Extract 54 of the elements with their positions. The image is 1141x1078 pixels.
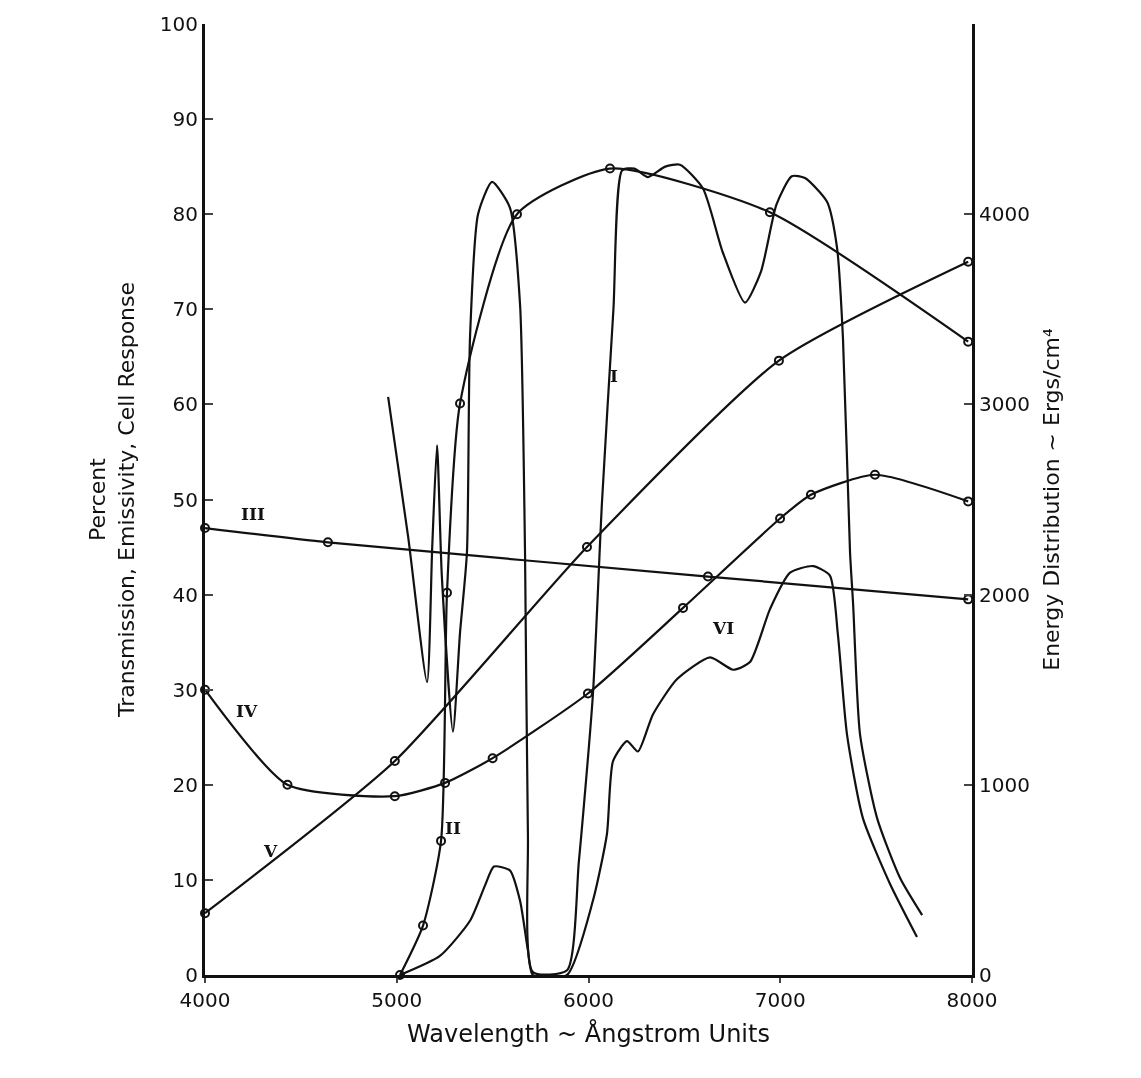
y-tick-label: 20 xyxy=(172,772,198,797)
series-label: II xyxy=(445,818,461,838)
point xyxy=(773,355,784,366)
point xyxy=(775,513,786,524)
y2-tick-label: 4000 xyxy=(979,202,1030,227)
y-tick-label: 40 xyxy=(172,582,198,607)
point xyxy=(440,777,451,788)
x-axis-title: Wavelength ~ Ångstrom Units xyxy=(407,1019,770,1049)
y-tick-label: 10 xyxy=(172,867,198,892)
y2-tick-label: 3000 xyxy=(979,392,1030,417)
point xyxy=(200,523,210,534)
x-tick-label: 6000 xyxy=(563,988,614,1012)
x-tick-label: 4000 xyxy=(179,988,231,1012)
y2-axis-title: Energy Distribution ~ Ergs/cm⁴ xyxy=(1038,328,1064,671)
y-tick-label: 50 xyxy=(172,487,198,512)
y-tick-label: 80 xyxy=(172,202,198,227)
point xyxy=(200,684,210,695)
point xyxy=(604,163,615,174)
x-tick-label: 7000 xyxy=(754,988,806,1012)
point xyxy=(322,537,333,548)
point xyxy=(455,398,466,409)
point xyxy=(436,835,447,846)
point xyxy=(487,753,498,764)
point xyxy=(581,542,592,553)
point xyxy=(678,602,689,613)
series-label: V xyxy=(263,841,278,861)
point xyxy=(282,779,293,790)
series-label: VI xyxy=(712,618,735,638)
y2-tick-label: 2000 xyxy=(979,582,1030,607)
series-label: IV xyxy=(236,701,258,721)
series-label: I xyxy=(610,366,618,386)
point xyxy=(389,756,400,767)
y-tick-label: 70 xyxy=(172,297,198,322)
point xyxy=(395,970,406,980)
y-tick-label: 90 xyxy=(172,107,198,132)
series-label: III xyxy=(241,504,265,524)
y-tick-label: 100 xyxy=(159,12,198,36)
y2-tick-label: 0 xyxy=(979,963,992,987)
y-tick-label: 30 xyxy=(172,677,198,702)
point xyxy=(511,209,522,220)
y-tick-label: 60 xyxy=(172,392,198,417)
point xyxy=(702,571,713,582)
point xyxy=(200,908,210,919)
point xyxy=(869,469,880,480)
point xyxy=(764,207,775,218)
point xyxy=(418,920,429,931)
point xyxy=(805,489,816,500)
y-tick-label: 0 xyxy=(185,963,198,987)
x-tick-label: 8000 xyxy=(946,988,998,1012)
point xyxy=(389,791,400,802)
point xyxy=(582,688,593,699)
x-tick-label: 5000 xyxy=(371,988,423,1012)
y2-tick-label: 1000 xyxy=(979,772,1030,797)
y-axis-title: Percent Transmission, Emissivity, Cell Response xyxy=(85,281,139,719)
